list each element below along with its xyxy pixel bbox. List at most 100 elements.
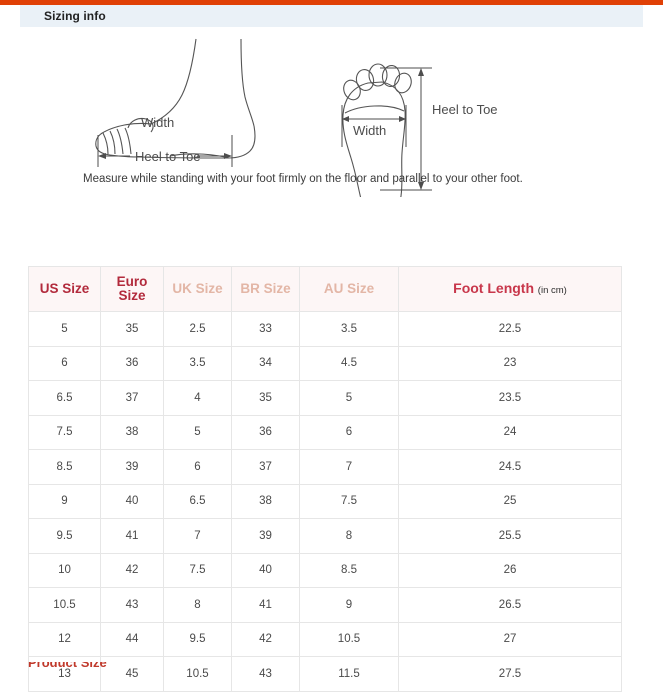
cell-us-size: 7.5 [28,414,101,450]
cell-uk-size: 2.5 [163,311,232,347]
column-header-foot-length: Foot Length (in cm) [398,266,622,312]
cell-foot-length: 22.5 [398,311,622,347]
cell-uk-size: 3.5 [163,345,232,381]
table-row: 12 44 9.5 42 10.5 27 [28,621,622,657]
column-header-uk-size: UK Size [163,266,232,312]
cell-br-size: 38 [231,483,300,519]
cell-us-size: 9 [28,483,101,519]
cell-foot-length: 23.5 [398,380,622,416]
size-chart-table-body: 5 35 2.5 33 3.5 22.5 6 36 3.5 34 4.5 23 6.5 37 4 35 5 23.… [28,311,622,692]
column-header-br-size: BR Size [231,266,300,312]
cell-br-size: 42 [231,621,300,657]
cell-foot-length: 26.5 [398,587,622,623]
table-row: 7.5 38 5 36 6 24 [28,414,622,450]
cell-foot-length: 23 [398,345,622,381]
cell-us-size: 10 [28,552,101,588]
cell-euro-size: 38 [100,414,164,450]
column-header-uk-size-label: UK Size [172,280,223,296]
cell-br-size: 36 [231,414,300,450]
cell-foot-length: 24.5 [398,449,622,485]
cell-au-size: 5 [299,380,399,416]
column-header-au-size-label: AU Size [323,280,375,296]
cell-euro-size: 37 [100,380,164,416]
column-header-euro-size: Euro Size [100,266,164,312]
foot-diagram-svg: Width Heel to Toe [95,38,498,197]
foot-measurement-diagram: Width Heel to Toe [20,27,643,197]
size-chart-table-container: US Size Euro Size UK Size BR Size AU Siz… [28,266,622,692]
cell-br-size: 41 [231,587,300,623]
cell-foot-length: 25.5 [398,518,622,554]
sole-view-width-label: Width [353,123,386,138]
cell-euro-size: 39 [100,449,164,485]
panel-header: Sizing info [20,5,643,27]
sole-view-length-arrowheads [418,68,424,190]
cell-au-size: 8 [299,518,399,554]
cell-euro-size: 44 [100,621,164,657]
cell-br-size: 37 [231,449,300,485]
cell-uk-size: 6.5 [163,483,232,519]
cell-br-size: 35 [231,380,300,416]
column-header-foot-length-unit: (in cm) [537,285,567,297]
side-view-width-label: Width [141,115,174,130]
column-header-au-size: AU Size [299,266,399,312]
cell-us-size: 10.5 [28,587,101,623]
cell-au-size: 7 [299,449,399,485]
side-view-foot-illustration [95,38,256,159]
cell-uk-size: 6 [163,449,232,485]
page-title: Sizing info [44,9,106,23]
cell-au-size: 8.5 [299,552,399,588]
sole-view-length-measure [380,67,432,191]
clipped-footer-text: Product Size [28,662,107,668]
cell-foot-length: 27 [398,621,622,657]
cell-au-size: 6 [299,414,399,450]
column-header-foot-length-label: Foot Length [453,280,535,297]
table-row: 6.5 37 4 35 5 23.5 [28,380,622,416]
cell-au-size: 7.5 [299,483,399,519]
table-row: 9.5 41 7 39 8 25.5 [28,518,622,554]
table-row: 9 40 6.5 38 7.5 25 [28,483,622,519]
cell-uk-size: 5 [163,414,232,450]
cell-au-size: 9 [299,587,399,623]
table-row: 10 42 7.5 40 8.5 26 [28,552,622,588]
cell-euro-size: 35 [100,311,164,347]
column-header-us-size-label: US Size [39,280,90,296]
table-row: 5 35 2.5 33 3.5 22.5 [28,311,622,347]
cell-euro-size: 36 [100,345,164,381]
cell-br-size: 33 [231,311,300,347]
sole-view-length-label: Heel to Toe [432,102,498,117]
column-header-us-size: US Size [28,266,101,312]
cell-au-size: 10.5 [299,621,399,657]
side-view-length-label: Heel to Toe [135,149,201,164]
cell-au-size: 4.5 [299,345,399,381]
cell-us-size: 12 [28,621,101,657]
measurement-instruction-caption: Measure while standing with your foot fi… [83,173,523,185]
side-view-length-arrowheads [98,153,232,159]
cell-us-size: 8.5 [28,449,101,485]
cell-br-size: 40 [231,552,300,588]
cell-us-size: 9.5 [28,518,101,554]
cell-foot-length: 26 [398,552,622,588]
cell-euro-size: 41 [100,518,164,554]
column-header-br-size-label: BR Size [240,280,291,296]
table-row: 6 36 3.5 34 4.5 23 [28,345,622,381]
cell-foot-length: 25 [398,483,622,519]
cell-euro-size: 42 [100,552,164,588]
cell-us-size: 6 [28,345,101,381]
cell-foot-length: 27.5 [398,656,622,692]
sole-view-width-measure [341,105,407,147]
cell-uk-size: 7 [163,518,232,554]
top-accent-bar [0,0,663,5]
panel-content: Width Heel to Toe [20,27,643,692]
clipped-footer-region: Product Size [28,662,328,668]
cell-br-size: 39 [231,518,300,554]
cell-br-size: 34 [231,345,300,381]
sole-view-foot-illustration [342,63,412,197]
cell-us-size: 5 [28,311,101,347]
cell-foot-length: 24 [398,414,622,450]
column-header-euro-size-label: Euro Size [116,273,148,303]
table-header-row: US Size Euro Size UK Size BR Size AU Siz… [28,266,622,312]
cell-uk-size: 9.5 [163,621,232,657]
cell-uk-size: 4 [163,380,232,416]
table-row: 10.5 43 8 41 9 26.5 [28,587,622,623]
table-row: 8.5 39 6 37 7 24.5 [28,449,622,485]
